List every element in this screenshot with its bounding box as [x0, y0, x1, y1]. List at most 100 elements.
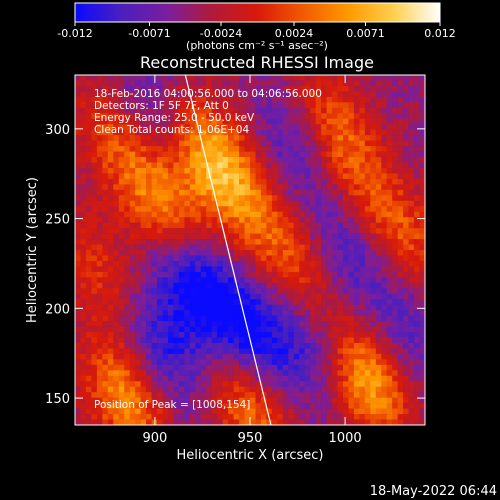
- heatmap-cell: [228, 222, 234, 229]
- heatmap-cell: [178, 239, 185, 245]
- heatmap-cell: [342, 96, 349, 103]
- heatmap-cell: [315, 293, 322, 300]
- heatmap-cell: [102, 332, 109, 338]
- heatmap-cell: [277, 299, 284, 305]
- heatmap-cell: [217, 342, 223, 349]
- heatmap-cell: [408, 239, 415, 245]
- heatmap-cell: [414, 239, 420, 245]
- heatmap-cell: [173, 167, 180, 174]
- heatmap-cell: [217, 386, 223, 393]
- heatmap-cell: [178, 75, 185, 81]
- heatmap-cell: [364, 75, 371, 81]
- heatmap-cell: [414, 129, 420, 136]
- heatmap-cell: [189, 408, 196, 415]
- heatmap-cell: [195, 217, 202, 223]
- heatmap-cell: [321, 310, 327, 316]
- heatmap-cell: [206, 266, 213, 273]
- heatmap-cell: [233, 146, 240, 152]
- heatmap-cell: [326, 408, 333, 415]
- heatmap-cell: [353, 233, 360, 240]
- heatmap-cell: [222, 124, 229, 130]
- heatmap-cell: [310, 282, 316, 289]
- heatmap-cell: [217, 332, 223, 338]
- heatmap-cell: [173, 348, 180, 355]
- heatmap-cell: [293, 206, 300, 213]
- heatmap-cell: [271, 282, 278, 289]
- heatmap-cell: [414, 271, 420, 278]
- heatmap-cell: [75, 414, 81, 420]
- heatmap-cell: [206, 381, 213, 388]
- heatmap-cell: [129, 299, 136, 305]
- heatmap-cell: [233, 244, 240, 251]
- heatmap-cell: [85, 239, 92, 245]
- colorbar-tick-label: 0.0024: [275, 27, 314, 40]
- heatmap-cell: [364, 353, 371, 360]
- heatmap-cell: [414, 118, 420, 125]
- heatmap-cell: [277, 293, 284, 300]
- heatmap-cell: [348, 392, 355, 398]
- heatmap-cell: [321, 337, 327, 344]
- heatmap-cell: [162, 162, 169, 169]
- heatmap-cell: [326, 244, 333, 251]
- heatmap-cell: [260, 304, 267, 311]
- heatmap-cell: [288, 304, 295, 311]
- heatmap-cell: [403, 178, 409, 185]
- heatmap-cell: [184, 381, 191, 388]
- heatmap-cell: [326, 403, 333, 409]
- heatmap-cell: [206, 342, 213, 349]
- heatmap-cell: [140, 310, 147, 316]
- heatmap-cell: [129, 326, 136, 333]
- heatmap-cell: [167, 348, 174, 355]
- heatmap-cell: [80, 217, 87, 223]
- heatmap-cell: [260, 206, 267, 213]
- heatmap-cell: [250, 124, 256, 130]
- heatmap-cell: [408, 293, 415, 300]
- heatmap-cell: [288, 342, 295, 349]
- heatmap-cell: [211, 146, 218, 152]
- heatmap-cell: [217, 266, 223, 273]
- heatmap-cell: [304, 75, 311, 81]
- heatmap-cell: [250, 200, 256, 207]
- heatmap-cell: [222, 129, 229, 136]
- heatmap-cell: [293, 173, 300, 180]
- heatmap-cell: [397, 353, 404, 360]
- heatmap-cell: [260, 195, 267, 202]
- heatmap-cell: [178, 146, 185, 152]
- heatmap-cell: [228, 277, 234, 284]
- heatmap-cell: [146, 288, 152, 295]
- heatmap-cell: [260, 107, 267, 114]
- heatmap-cell: [239, 189, 245, 196]
- heatmap-cell: [277, 151, 284, 158]
- heatmap-cell: [244, 91, 251, 98]
- heatmap-cell: [255, 419, 262, 425]
- heatmap-cell: [140, 414, 147, 420]
- heatmap-cell: [195, 304, 202, 311]
- heatmap-cell: [167, 140, 174, 147]
- heatmap-cell: [162, 80, 169, 87]
- heatmap-cell: [375, 85, 382, 92]
- heatmap-cell: [304, 342, 311, 349]
- heatmap-cell: [408, 118, 415, 125]
- heatmap-cell: [332, 151, 338, 158]
- heatmap-cell: [195, 392, 202, 398]
- heatmap-cell: [282, 195, 289, 202]
- heatmap-cell: [233, 91, 240, 98]
- heatmap-cell: [184, 277, 191, 284]
- heatmap-cell: [304, 408, 311, 415]
- heatmap-cell: [140, 266, 147, 273]
- heatmap-cell: [364, 151, 371, 158]
- heatmap-cell: [129, 228, 136, 234]
- heatmap-cell: [206, 304, 213, 311]
- heatmap-cell: [96, 173, 103, 180]
- heatmap-cell: [80, 113, 87, 120]
- heatmap-cell: [342, 244, 349, 251]
- heatmap-cell: [135, 408, 141, 415]
- heatmap-cell: [211, 397, 218, 404]
- heatmap-cell: [200, 239, 207, 245]
- heatmap-cell: [85, 233, 92, 240]
- heatmap-cell: [392, 167, 398, 174]
- heatmap-cell: [304, 332, 311, 338]
- heatmap-cell: [397, 266, 404, 273]
